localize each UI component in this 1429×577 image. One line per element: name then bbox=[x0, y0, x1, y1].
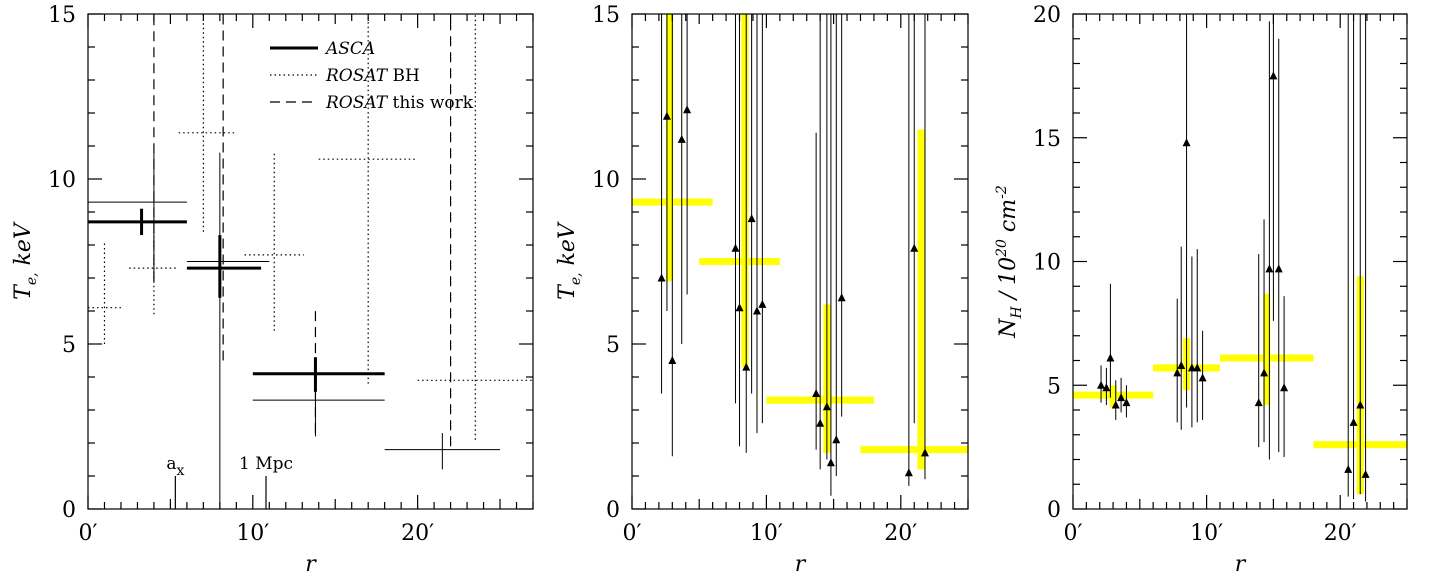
point-marker-18 bbox=[1280, 383, 1289, 392]
point-marker-14 bbox=[822, 402, 831, 411]
point-marker-6 bbox=[731, 243, 740, 252]
plot-frame bbox=[87, 13, 534, 510]
legend-label-3: ROSAT this work bbox=[325, 93, 474, 113]
point-marker-11 bbox=[758, 299, 767, 308]
annotation-label-1: ax bbox=[166, 454, 184, 479]
y-tick-label: 10 bbox=[592, 168, 620, 193]
band-horizontal-3 bbox=[1219, 354, 1314, 362]
panel-2: 0 5 10 15 0′ 10′ 20′ r Te, keV bbox=[555, 3, 969, 577]
legend-label-2: ROSAT BH bbox=[325, 66, 420, 86]
point-marker-13 bbox=[1254, 398, 1263, 407]
point-marker-4 bbox=[1111, 400, 1120, 409]
point-marker-15 bbox=[826, 458, 835, 467]
point-marker-11 bbox=[1193, 363, 1202, 372]
y-axis-label: Te, keV bbox=[555, 221, 584, 300]
y-axis-label: Te, keV bbox=[11, 221, 40, 300]
point-marker-20 bbox=[920, 448, 929, 457]
point-marker-19 bbox=[1344, 464, 1353, 473]
y-tick-label: 15 bbox=[592, 3, 620, 28]
point-marker-19 bbox=[910, 243, 919, 252]
y-tick-label: 0 bbox=[606, 498, 620, 523]
band-vertical-1 bbox=[666, 14, 674, 282]
y-tick-label: 15 bbox=[48, 3, 76, 28]
y-tick-label: 20 bbox=[1033, 3, 1061, 28]
plot-frame bbox=[631, 13, 969, 510]
point-marker-12 bbox=[1198, 373, 1207, 382]
point-marker-18 bbox=[904, 468, 913, 477]
point-marker-10 bbox=[1187, 363, 1196, 372]
point-marker-7 bbox=[1173, 368, 1182, 377]
band-vertical-3 bbox=[1263, 293, 1271, 406]
y-tick-label: 0 bbox=[1047, 498, 1061, 523]
point-marker-3 bbox=[1106, 353, 1115, 362]
y-tick-label: 10 bbox=[48, 168, 76, 193]
point-marker-17 bbox=[1274, 264, 1283, 273]
panel-1: 0 5 10 15 0′ 10′ 20′ r Te, keV ASCA ROSAT BH ROSAT … bbox=[11, 3, 534, 577]
point-marker-3 bbox=[668, 356, 677, 364]
point-marker-17 bbox=[837, 293, 846, 302]
y-tick-label: 5 bbox=[62, 333, 76, 358]
point-marker-22 bbox=[1361, 469, 1370, 478]
annotation-label-2: 1 Mpc bbox=[239, 454, 293, 474]
point-marker-2 bbox=[662, 111, 671, 120]
band-horizontal-1 bbox=[1073, 391, 1154, 399]
y-tick-label: 5 bbox=[1047, 374, 1061, 399]
x-tick-label: 10′ bbox=[750, 521, 783, 546]
point-marker-16 bbox=[832, 435, 841, 444]
point-marker-12 bbox=[812, 389, 821, 397]
legend-label-1: ASCA bbox=[324, 39, 375, 59]
point-marker-5 bbox=[1117, 393, 1126, 402]
point-marker-13 bbox=[816, 418, 825, 427]
point-marker-20 bbox=[1349, 417, 1358, 426]
x-axis-label: r bbox=[305, 552, 317, 577]
point-marker-14 bbox=[1260, 368, 1269, 377]
point-marker-15 bbox=[1265, 264, 1274, 273]
panel-3: 0 5 10 15 20 0′ 10′ 20′ r NH / 1020 cm-2 bbox=[994, 3, 1408, 577]
x-axis-label: r bbox=[795, 552, 807, 577]
point-marker-8 bbox=[1177, 360, 1186, 369]
band-vertical-4 bbox=[917, 129, 925, 470]
y-tick-label: 10 bbox=[1033, 251, 1061, 276]
point-marker-9 bbox=[1182, 138, 1191, 147]
x-tick-label: 10′ bbox=[1190, 521, 1223, 546]
x-tick-label: 20′ bbox=[401, 521, 434, 546]
band-vertical-2 bbox=[741, 14, 749, 368]
point-marker-5 bbox=[683, 105, 692, 114]
point-marker-9 bbox=[747, 214, 756, 223]
point-marker-1 bbox=[657, 273, 666, 282]
y-axis-label: NH / 1020 cm-2 bbox=[994, 185, 1025, 339]
point-marker-2 bbox=[1102, 383, 1111, 392]
point-marker-7 bbox=[735, 303, 744, 312]
point-marker-10 bbox=[752, 306, 761, 315]
point-marker-6 bbox=[1122, 398, 1131, 407]
y-tick-label: 0 bbox=[62, 498, 76, 523]
x-tick-label: 0′ bbox=[79, 521, 98, 546]
y-tick-label: 5 bbox=[606, 333, 620, 358]
band-horizontal-4 bbox=[860, 446, 968, 454]
point-marker-8 bbox=[742, 362, 751, 371]
x-tick-label: 0′ bbox=[623, 521, 642, 546]
point-marker-4 bbox=[677, 134, 686, 143]
point-marker-16 bbox=[1269, 71, 1278, 80]
point-marker-1 bbox=[1097, 380, 1106, 389]
x-tick-label: 10′ bbox=[236, 521, 269, 546]
legend: ASCA ROSAT BH ROSAT this work bbox=[270, 39, 474, 113]
x-tick-label: 20′ bbox=[884, 521, 917, 546]
y-tick-label: 15 bbox=[1033, 127, 1061, 152]
point-marker-21 bbox=[1356, 400, 1365, 409]
x-axis-label: r bbox=[1235, 552, 1247, 577]
x-tick-label: 0′ bbox=[1064, 521, 1083, 546]
x-tick-label: 20′ bbox=[1324, 521, 1357, 546]
